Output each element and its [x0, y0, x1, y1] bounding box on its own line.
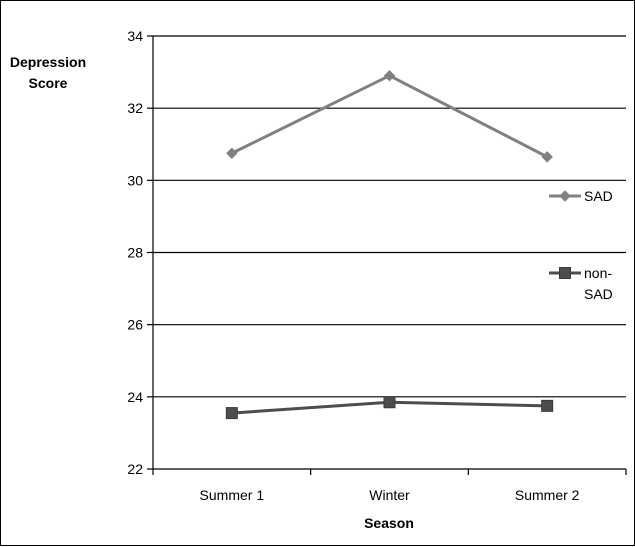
- y-axis-label-line2: Score: [29, 75, 68, 91]
- legend-label-1-0: non-: [584, 265, 612, 281]
- y-tick-label-22: 22: [127, 461, 143, 477]
- x-tick-labels: Summer 1 Winter Summer 2: [200, 487, 580, 503]
- y-tick-label-34: 34: [127, 28, 143, 44]
- series-0-point-0: [226, 147, 238, 159]
- series-0-point-1: [383, 69, 396, 82]
- axes: [147, 35, 627, 475]
- legend-marker-1: [559, 267, 571, 279]
- x-tick-label-1: Winter: [369, 487, 410, 503]
- series-layer: [225, 69, 554, 420]
- legend-label-0-0: SAD: [584, 188, 613, 204]
- series-line-0: [231, 74, 548, 159]
- series-1-point-0: [225, 407, 238, 420]
- y-axis-label-line1: Depression: [10, 54, 86, 70]
- grid-lines: [153, 35, 626, 398]
- legend-marker-0: [559, 190, 571, 202]
- y-tick-label-26: 26: [127, 317, 143, 333]
- series-1-point-2: [541, 399, 554, 412]
- series-1-point-1: [383, 396, 396, 409]
- y-tick-labels: 22 24 26 28 30 32 34: [127, 28, 143, 477]
- y-tick-label-32: 32: [127, 100, 143, 116]
- x-tick-label-2: Summer 2: [515, 487, 580, 503]
- x-axis-label: Season: [364, 515, 414, 531]
- y-tick-label-30: 30: [127, 172, 143, 188]
- legend-label-1-1: SAD: [584, 286, 613, 302]
- series-0-point-2: [541, 151, 553, 163]
- legend: SAD non- SAD: [549, 188, 613, 302]
- y-tick-label-28: 28: [127, 245, 143, 261]
- x-tick-label-0: Summer 1: [200, 487, 265, 503]
- y-tick-label-24: 24: [127, 389, 143, 405]
